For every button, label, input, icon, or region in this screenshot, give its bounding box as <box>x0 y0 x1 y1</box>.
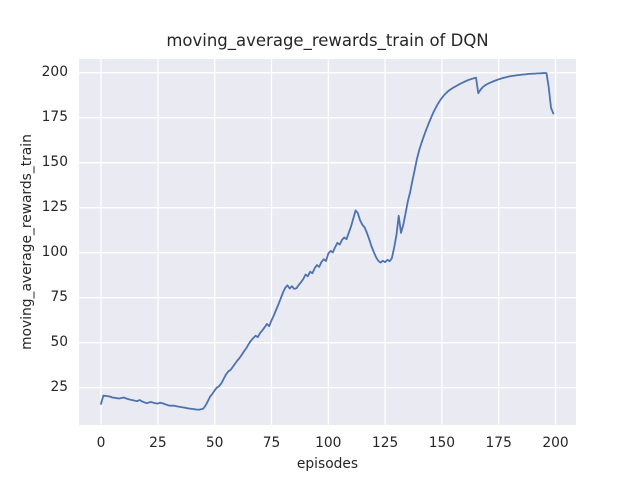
x-tick-label: 200 <box>542 435 569 451</box>
axes-background <box>79 59 576 425</box>
y-tick-label: 150 <box>41 154 68 171</box>
x-tick-label: 175 <box>485 435 512 451</box>
x-tick-label: 25 <box>149 435 167 451</box>
x-tick-label: 0 <box>96 435 106 451</box>
x-tick-label: 125 <box>371 435 399 451</box>
x-tick-label: 150 <box>428 435 456 451</box>
y-tick-label: 25 <box>50 379 68 396</box>
y-tick-label: 200 <box>41 64 68 81</box>
chart-title: moving_average_rewards_train of DQN <box>166 31 489 50</box>
y-tick-label: 50 <box>50 334 68 351</box>
x-tick-label: 50 <box>205 435 224 451</box>
x-tick-label: 75 <box>262 435 281 451</box>
y-tick-label: 125 <box>41 199 68 216</box>
x-tick-label: 100 <box>315 435 342 451</box>
y-tick-label: 175 <box>41 109 68 126</box>
y-tick-label: 100 <box>41 244 68 261</box>
y-tick-label: 75 <box>50 289 68 306</box>
reward-moving-average-line <box>100 72 555 411</box>
x-axis-label: episodes <box>296 456 359 472</box>
